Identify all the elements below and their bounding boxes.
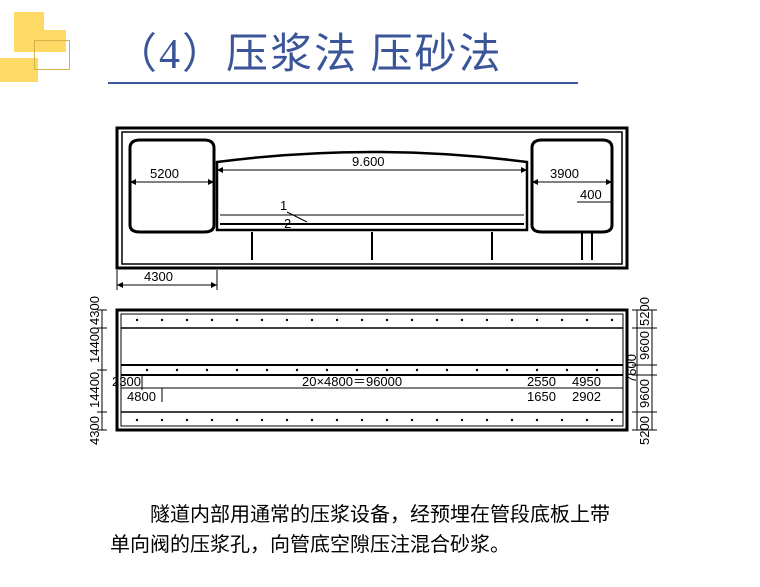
dim-left-2: 14400 (87, 372, 102, 408)
body-line-2: 单向阀的压浆孔，向管底空隙压注混合砂浆。 (110, 534, 510, 556)
dim-5200-left: 5200 (150, 166, 179, 181)
body-text: 隧道内部用通常的压浆设备，经预埋在管段底板上带 单向阀的压浆孔，向管底空隙压注混… (110, 500, 670, 560)
marker-2: 2 (284, 216, 291, 231)
dim-2300: 2300 (112, 374, 141, 389)
dim-left-1: 14400 (87, 327, 102, 363)
corner-decoration (0, 0, 90, 95)
dim-1650: 1650 (527, 389, 556, 404)
dim-4950: 4950 (572, 374, 601, 389)
dim-r4: 5200 (637, 416, 652, 445)
dim-4300-cs: 4300 (144, 269, 173, 284)
dim-2550: 2550 (527, 374, 556, 389)
dim-span: 9.600 (352, 154, 385, 169)
dim-400: 400 (580, 187, 602, 202)
slide-title: （4）压浆法 压砂法 (115, 20, 503, 81)
dim-2902: 2902 (572, 389, 601, 404)
plan-view: 20×4800＝96000 4300 14400 14400 4300 2300… (87, 296, 657, 445)
dim-r3: 9600 (637, 379, 652, 408)
dim-3900: 3900 (550, 166, 579, 181)
dim-r0: 5200 (637, 297, 652, 326)
dim-r2: 7600 (624, 354, 639, 383)
dim-4800: 4800 (127, 389, 156, 404)
dim-left-3: 4300 (87, 416, 102, 445)
dim-left-0: 4300 (87, 296, 102, 325)
body-line-1: 隧道内部用通常的压浆设备，经预埋在管段底板上带 (110, 504, 610, 526)
marker-1: 1 (280, 198, 287, 213)
title-underline (108, 82, 578, 84)
dim-r1: 9600 (637, 331, 652, 360)
engineering-diagram: 1 2 5200 9.600 3900 400 (72, 120, 672, 460)
center-equation: 20×4800＝96000 (302, 374, 402, 389)
cross-section: 1 2 5200 9.600 3900 400 (117, 128, 627, 290)
